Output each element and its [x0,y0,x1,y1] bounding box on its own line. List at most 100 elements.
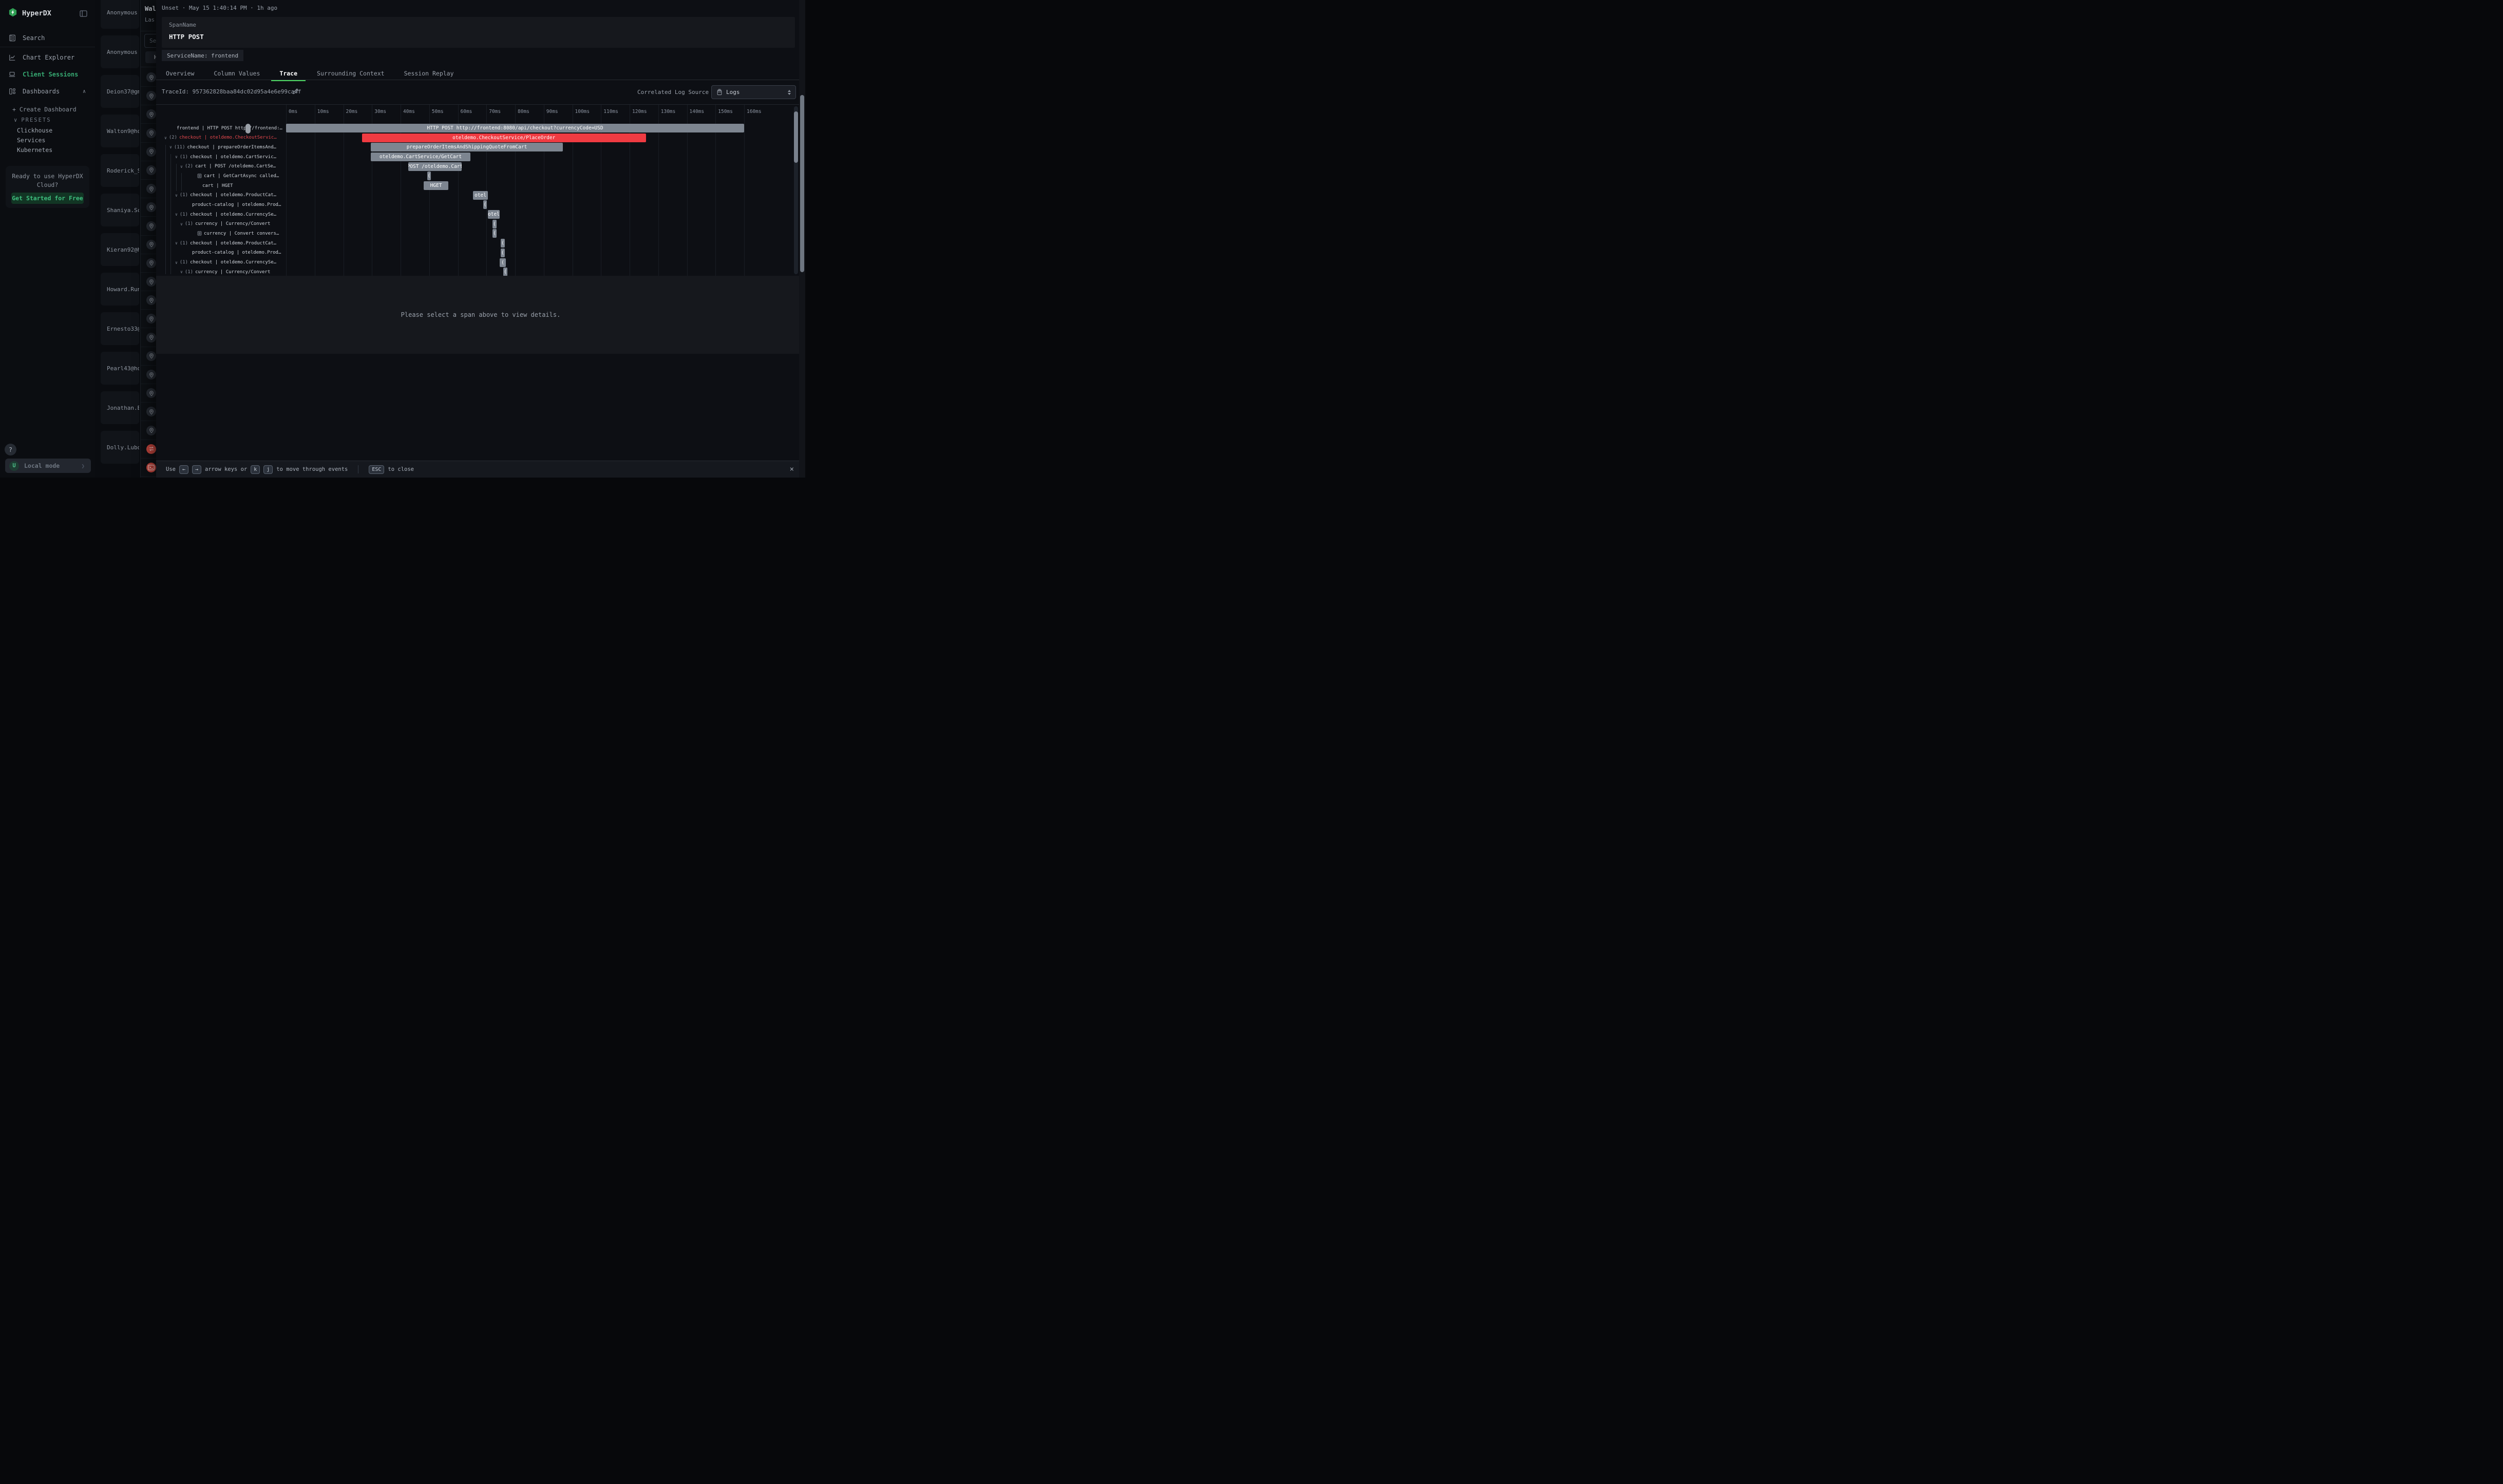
service-name-chip[interactable]: ServiceName: frontend [162,50,244,61]
preset-services[interactable]: Services [17,137,46,144]
tab-overview[interactable]: Overview [166,69,195,77]
trace-span-bar[interactable]: ( [500,248,505,257]
sidebar-item-chart-explorer[interactable]: Chart Explorer [0,51,95,64]
k-key[interactable]: k [251,465,260,474]
trace-tree-row[interactable]: frontend | HTTP POST http://frontend:… [156,124,286,132]
trace-span-bar[interactable]: POST /oteldemo.Cart [408,162,462,171]
trace-span-bar[interactable]: otel [488,210,500,219]
trace-tree-row[interactable]: ∨ (1) currency | Currency/Convert [156,220,286,229]
session-card[interactable]: Pearl43@ho [101,352,139,385]
session-card[interactable]: Roderick_S [101,154,139,187]
session-card[interactable]: Jonathan.B [101,391,139,424]
trace-row-label: checkout | prepareOrderItemsAnd… [187,144,276,150]
trace-tree-row[interactable]: ∨ (1) checkout | oteldemo.ProductCat… [156,239,286,248]
preset-kubernetes[interactable]: Kubernetes [17,146,53,154]
trace-tree-row[interactable]: product-catalog | oteldemo.Prod… [156,200,286,209]
edit-pencil-icon[interactable] [292,87,299,97]
chevron-down-icon[interactable]: ∨ [180,164,183,169]
tab-column-values[interactable]: Column Values [214,69,260,77]
trace-span-bar[interactable]: oteldemo.CheckoutService/PlaceOrder [362,133,646,142]
trace-tree-row[interactable]: currency | Convert convers… [156,229,286,238]
log-source-value: Logs [726,89,740,96]
chevron-down-icon[interactable]: ∨ [175,155,178,160]
trace-span-bar[interactable]: ( [427,172,431,181]
left-arrow-key[interactable]: ← [179,465,188,474]
trace-tree-row[interactable]: ∨ (1) checkout | oteldemo.CartServic… [156,153,286,161]
page-scrollbar-thumb[interactable] [800,95,804,272]
tree-scrollbar-thumb[interactable] [245,124,251,134]
presets-header[interactable]: ∨ PRESETS [14,117,51,123]
session-card[interactable]: Shaniya.Sc [101,194,139,226]
session-card[interactable]: Walton9@ho [101,115,139,147]
tab-session-replay[interactable]: Session Replay [404,69,454,77]
trace-row-label: frontend | HTTP POST http://frontend:… [177,125,282,131]
footer-text: to move through events [276,466,348,472]
trace-tree-row[interactable]: ∨ (2) checkout | oteldemo.CheckoutServic… [156,134,286,142]
session-card[interactable]: Ernesto33@ [101,312,139,345]
session-card[interactable]: Dolly.Lubo [101,431,139,464]
local-mode-label: Local mode [24,462,60,469]
trace-tree-row[interactable]: ∨ (1) checkout | oteldemo.ProductCat… [156,191,286,200]
session-card[interactable]: Kieran92@h [101,233,139,266]
chevron-down-icon[interactable]: ∨ [175,241,178,246]
session-card[interactable]: Howard.Run [101,273,139,306]
chevron-down-icon[interactable]: ∨ [175,193,178,198]
trace-span-bar[interactable]: HGET [424,181,449,191]
right-arrow-key[interactable]: → [192,465,202,474]
trace-span-bar[interactable]: ( [492,229,497,238]
trace-span-bar[interactable]: ( [503,268,507,276]
local-mode-button[interactable]: U Local mode ❯ [5,459,91,473]
trace-span-bar[interactable]: prepareOrderItemsAndShippingQuoteFromCar… [371,143,563,152]
tab-surrounding-context[interactable]: Surrounding Context [317,69,385,77]
footer-text: Use [166,466,176,472]
preset-clickhouse[interactable]: Clickhouse [17,127,53,134]
grid-line [429,105,430,276]
trace-span-bar[interactable]: ( [483,200,487,210]
trace-tree-row[interactable]: cart | HGET [156,181,286,190]
sidebar-collapse-icon[interactable] [80,9,87,19]
get-started-button[interactable]: Get Started for Free [11,193,84,204]
chevron-down-icon[interactable]: ∨ [180,221,183,226]
trace-span-bar[interactable]: HTTP POST http://frontend:8080/api/check… [286,124,744,132]
help-button[interactable]: ? [5,444,16,455]
axis-tick-label: 100ms [575,109,590,115]
tab-trace[interactable]: Trace [271,66,306,81]
j-key[interactable]: j [263,465,273,474]
panel-footer: Use ← → arrow keys or k j to move throug… [156,461,805,478]
trace-tree-row[interactable]: ∨ (1) currency | Currency/Convert [156,268,286,276]
esc-key[interactable]: ESC [369,465,385,474]
location-pin-icon [146,388,156,398]
trace-tree-row[interactable]: ∨ (11) checkout | prepareOrderItemsAnd… [156,143,286,151]
session-card[interactable]: Deion37@gm [101,75,139,108]
trace-span-bar[interactable]: otel [473,191,488,200]
trace-span-bar[interactable]: ( [501,239,505,248]
location-pin-icon [146,239,156,250]
trace-tree-row[interactable]: ∨ (1) checkout | oteldemo.CurrencySe… [156,258,286,267]
trace-span-bar[interactable]: ( [499,258,506,267]
trace-tree-row[interactable]: product-catalog | oteldemo.Prod… [156,249,286,257]
log-source-select[interactable]: Logs [711,85,796,99]
sidebar-item-dashboards[interactable]: Dashboards ∧ [0,85,95,98]
create-dashboard-button[interactable]: + Create Dashboard [12,106,77,113]
chevron-down-icon[interactable]: ∨ [175,212,178,217]
trace-span-bar[interactable]: ( [492,219,497,229]
session-card[interactable]: Anonymous [101,0,139,29]
waterfall-scrollbar-thumb[interactable] [794,111,798,163]
chevron-down-icon[interactable]: ∨ [169,145,172,150]
trace-span-bar[interactable]: oteldemo.CartService/GetCart [371,153,471,162]
sidebar-item-search[interactable]: Search [0,32,95,44]
chevron-right-icon: ❯ [81,462,85,469]
chevron-down-icon[interactable]: ∨ [164,135,167,140]
chevron-down-icon[interactable]: ∨ [175,260,178,265]
session-card[interactable]: Anonymous [101,35,139,68]
sidebar-item-client-sessions[interactable]: Client Sessions [0,68,95,81]
axis-tick-label: 40ms [403,109,415,115]
close-icon[interactable]: × [789,465,794,473]
trace-tree-row[interactable]: ∨ (1) checkout | oteldemo.CurrencySe… [156,210,286,219]
brand[interactable]: HyperDX [8,8,51,19]
trace-tree-row[interactable]: cart | GetCartAsync called… [156,172,286,180]
axis-tick-label: 90ms [546,109,558,115]
trace-tree-row[interactable]: ∨ (2) cart | POST /oteldemo.CartSe… [156,162,286,171]
chevron-down-icon[interactable]: ∨ [180,270,183,275]
axis-tick-label: 10ms [317,109,329,115]
